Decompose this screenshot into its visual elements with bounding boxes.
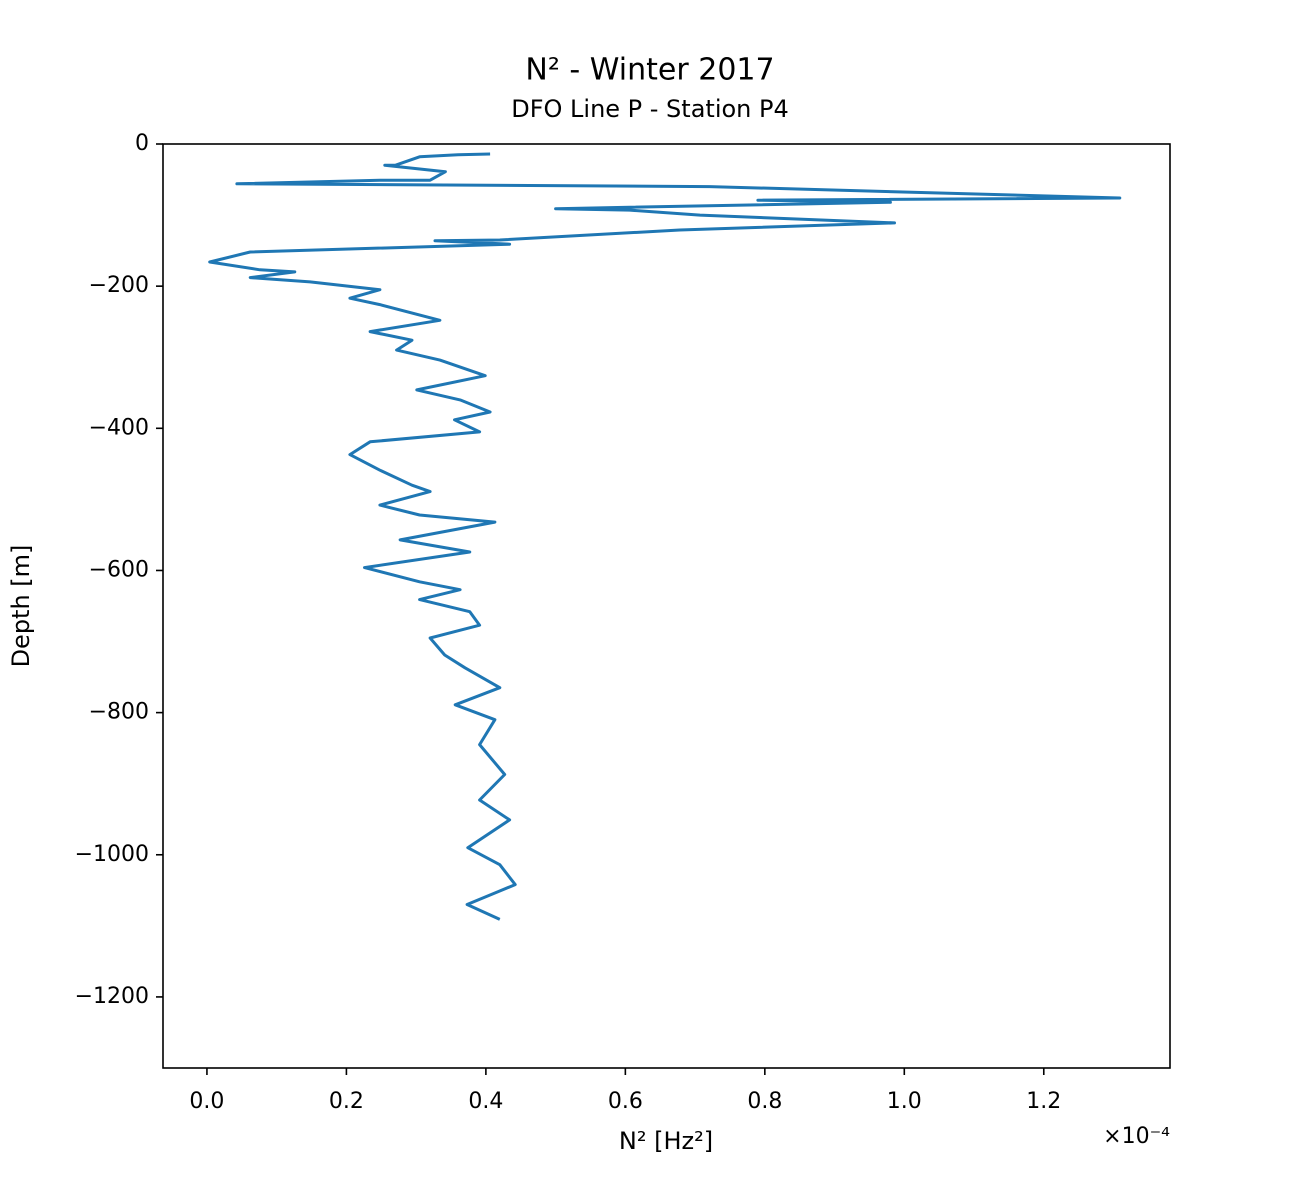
y-tick-label: −1200 — [75, 984, 149, 1009]
y-tick-label: −200 — [89, 273, 149, 298]
y-axis-label: Depth [m] — [7, 545, 35, 668]
y-tick-label: −600 — [89, 557, 149, 582]
chart-subtitle: DFO Line P - Station P4 — [511, 95, 789, 123]
y-tick-label: 0 — [135, 131, 149, 156]
x-tick-label: 1.2 — [1026, 1089, 1061, 1114]
chart-title: N² - Winter 2017 — [525, 53, 774, 88]
x-tick-label: 0.6 — [608, 1089, 643, 1114]
y-tick-label: −800 — [89, 700, 149, 725]
data-line — [208, 152, 1122, 921]
x-tick-label: 1.0 — [887, 1089, 922, 1114]
x-axis-label: N² [Hz²] — [619, 1127, 713, 1155]
x-tick-label: 0.8 — [747, 1089, 782, 1114]
y-tick-label: −1000 — [75, 842, 149, 867]
x-tick-label: 0.0 — [189, 1089, 224, 1114]
x-tick-label: 0.2 — [329, 1089, 364, 1114]
y-tick-label: −400 — [89, 415, 149, 440]
plot-frame — [162, 143, 1171, 1069]
x-tick-label: 0.4 — [468, 1089, 503, 1114]
x-offset-label: ×10⁻⁴ — [1103, 1124, 1170, 1149]
